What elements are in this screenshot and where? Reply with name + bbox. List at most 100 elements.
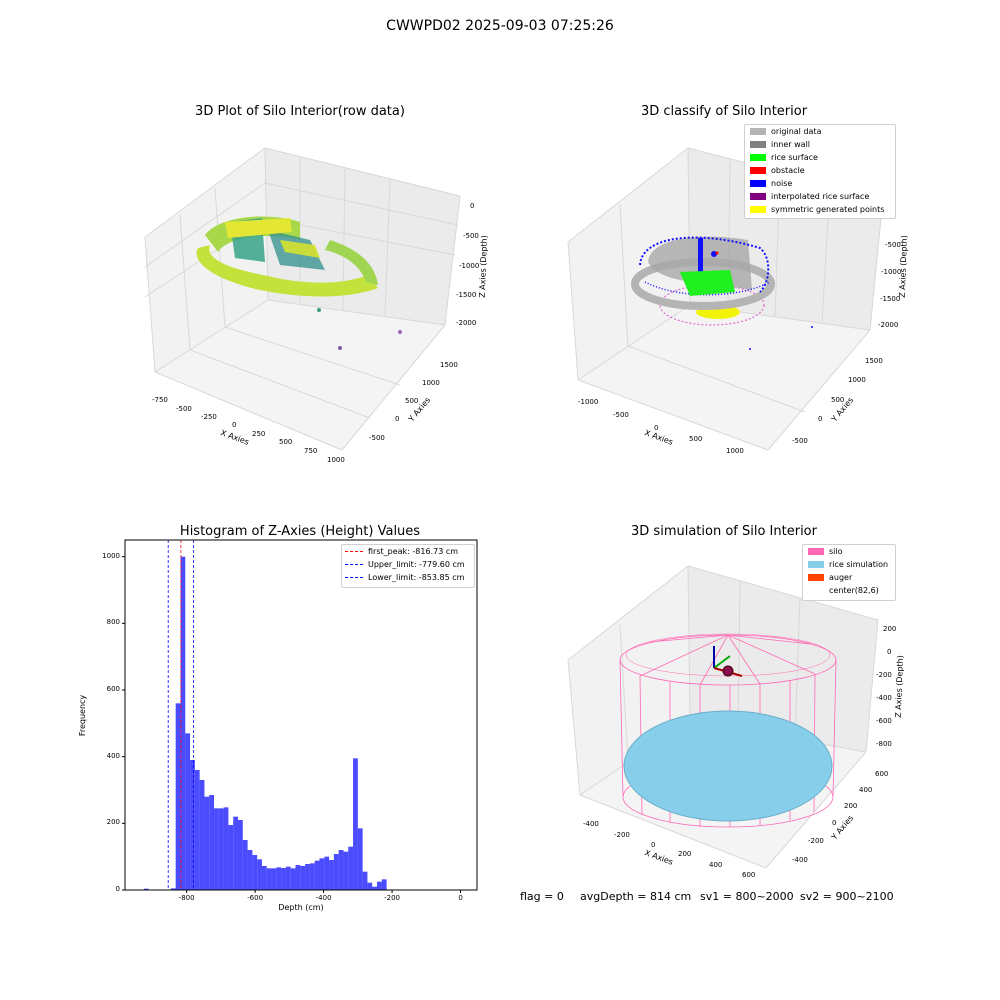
legend-item-silo: silo xyxy=(803,545,895,558)
histogram-bar xyxy=(367,882,373,890)
histogram-bar xyxy=(285,866,291,890)
histogram-bar xyxy=(209,795,215,890)
raw-xtick: 500 xyxy=(279,438,293,446)
raw-outlier-point xyxy=(398,330,402,334)
histogram-bar xyxy=(309,863,315,890)
classify-noise-ring xyxy=(639,236,770,293)
raw-xtick: -250 xyxy=(201,413,217,421)
raw-ztick: 0 xyxy=(470,202,475,210)
histogram-bar xyxy=(257,859,262,890)
raw-ztick: -1000 xyxy=(459,262,480,270)
legend-label: obstacle xyxy=(771,166,805,175)
histogram-bar xyxy=(333,854,339,890)
simulation-ztick: 0 xyxy=(887,648,892,656)
classify-noise-column xyxy=(698,238,703,286)
histogram-bar xyxy=(305,864,310,890)
legend-swatch xyxy=(808,561,824,568)
simulation-xtick: 400 xyxy=(709,861,723,869)
legend-label: Lower_limit: -853.85 cm xyxy=(368,573,465,582)
histogram-bar xyxy=(338,850,344,890)
histogram-title: Histogram of Z-Axies (Height) Values xyxy=(179,524,421,539)
simulation-ytick: 600 xyxy=(875,770,889,778)
simulation-plot-title: 3D simulation of Silo Interior xyxy=(631,524,817,539)
histogram-bar xyxy=(281,868,286,890)
histogram-bars xyxy=(143,556,387,890)
histogram-ytick-label: 800 xyxy=(106,618,120,627)
legend-line xyxy=(345,564,363,565)
histogram-bar xyxy=(314,860,320,890)
histogram-bar xyxy=(261,866,267,890)
legend-label: first_peak: -816.73 cm xyxy=(368,547,459,556)
legend-item-upper-limit: Upper_limit: -779.60 cm xyxy=(342,558,474,571)
legend-item-original-data: original data xyxy=(745,125,895,138)
histogram-bar xyxy=(199,780,205,890)
histogram-bar xyxy=(252,855,258,890)
histogram-bar xyxy=(185,733,191,890)
legend-item-rice-simulation: rice simulation xyxy=(803,558,895,571)
simulation-rice xyxy=(623,710,833,822)
raw-xtick: 1000 xyxy=(327,456,345,464)
sv2-text: sv2 = 900~2100 xyxy=(800,890,894,903)
histogram-bar xyxy=(319,858,325,890)
simulation-ytick: -200 xyxy=(808,837,824,845)
classify-noise-dot xyxy=(711,251,717,257)
legend-item-noise: noise xyxy=(745,177,895,190)
simulation-ytick: 200 xyxy=(844,802,858,810)
raw-ytick: -500 xyxy=(369,434,385,442)
histogram-bar xyxy=(300,866,306,890)
legend-swatch xyxy=(750,154,766,161)
histogram-xtick-label: -800 xyxy=(178,894,195,902)
flag-text: flag = 0 xyxy=(520,890,564,903)
classify-ytick: 0 xyxy=(818,415,823,423)
classify-legend: original data inner wall rice surface ob… xyxy=(744,124,896,219)
histogram-bar xyxy=(194,770,200,890)
legend-item-inner-wall: inner wall xyxy=(745,138,895,151)
legend-item-center: center(82,6) xyxy=(803,584,895,597)
legend-item-symmetric-points: symmetric generated points xyxy=(745,203,895,216)
raw-xtick: -750 xyxy=(152,396,168,404)
raw-plot-title: 3D Plot of Silo Interior(row data) xyxy=(195,104,405,119)
legend-label: center(82,6) xyxy=(829,586,879,595)
classify-ytick: 1000 xyxy=(848,376,866,384)
raw-ztick: -500 xyxy=(463,232,479,240)
raw-xtick: 0 xyxy=(232,421,237,429)
legend-swatch xyxy=(808,574,824,581)
figure-title: CWWPD02 2025-09-03 07:25:26 xyxy=(386,18,614,34)
histogram-bar xyxy=(237,820,243,890)
classify-plot-title: 3D classify of Silo Interior xyxy=(640,104,808,119)
legend-swatch xyxy=(808,548,824,555)
classify-xtick: 1000 xyxy=(726,447,744,455)
simulation-auger xyxy=(713,646,743,677)
classify-xtick: 0 xyxy=(654,424,659,432)
histogram-bar xyxy=(242,840,248,890)
raw-ytick: 1500 xyxy=(440,361,458,369)
sv1-text: sv1 = 800~2000 xyxy=(700,890,794,903)
legend-item-interpolated-rice-surface: interpolated rice surface xyxy=(745,190,895,203)
histogram-frame xyxy=(124,539,478,891)
legend-label: original data xyxy=(771,127,822,136)
histogram-bar xyxy=(247,850,253,890)
histogram-bar xyxy=(170,888,176,890)
histogram-bar xyxy=(233,816,238,890)
raw-outlier-point xyxy=(338,346,342,350)
classify-outlier xyxy=(811,326,813,328)
simulation-xtick: 0 xyxy=(651,841,656,849)
histogram-ytick-label: 400 xyxy=(106,751,120,760)
classify-rice-surface xyxy=(680,270,735,296)
legend-item-obstacle: obstacle xyxy=(745,164,895,177)
histogram-bar xyxy=(228,825,234,890)
raw-ytick: 0 xyxy=(395,415,400,423)
histogram-bar xyxy=(271,868,277,890)
histogram-bar xyxy=(362,871,368,890)
raw-ytick: 1000 xyxy=(422,379,440,387)
histogram-bar xyxy=(324,856,330,890)
classify-ztick: -1500 xyxy=(880,295,901,303)
avg-depth-text: avgDepth = 814 cm xyxy=(580,890,692,903)
histogram-bar xyxy=(357,828,363,890)
simulation-legend: silo rice simulation auger center(82,6) xyxy=(802,544,896,601)
classify-ytick: -500 xyxy=(792,437,808,445)
classify-xtick: -500 xyxy=(613,411,629,419)
classify-obstacle xyxy=(715,251,719,255)
histogram-bar xyxy=(190,760,195,890)
